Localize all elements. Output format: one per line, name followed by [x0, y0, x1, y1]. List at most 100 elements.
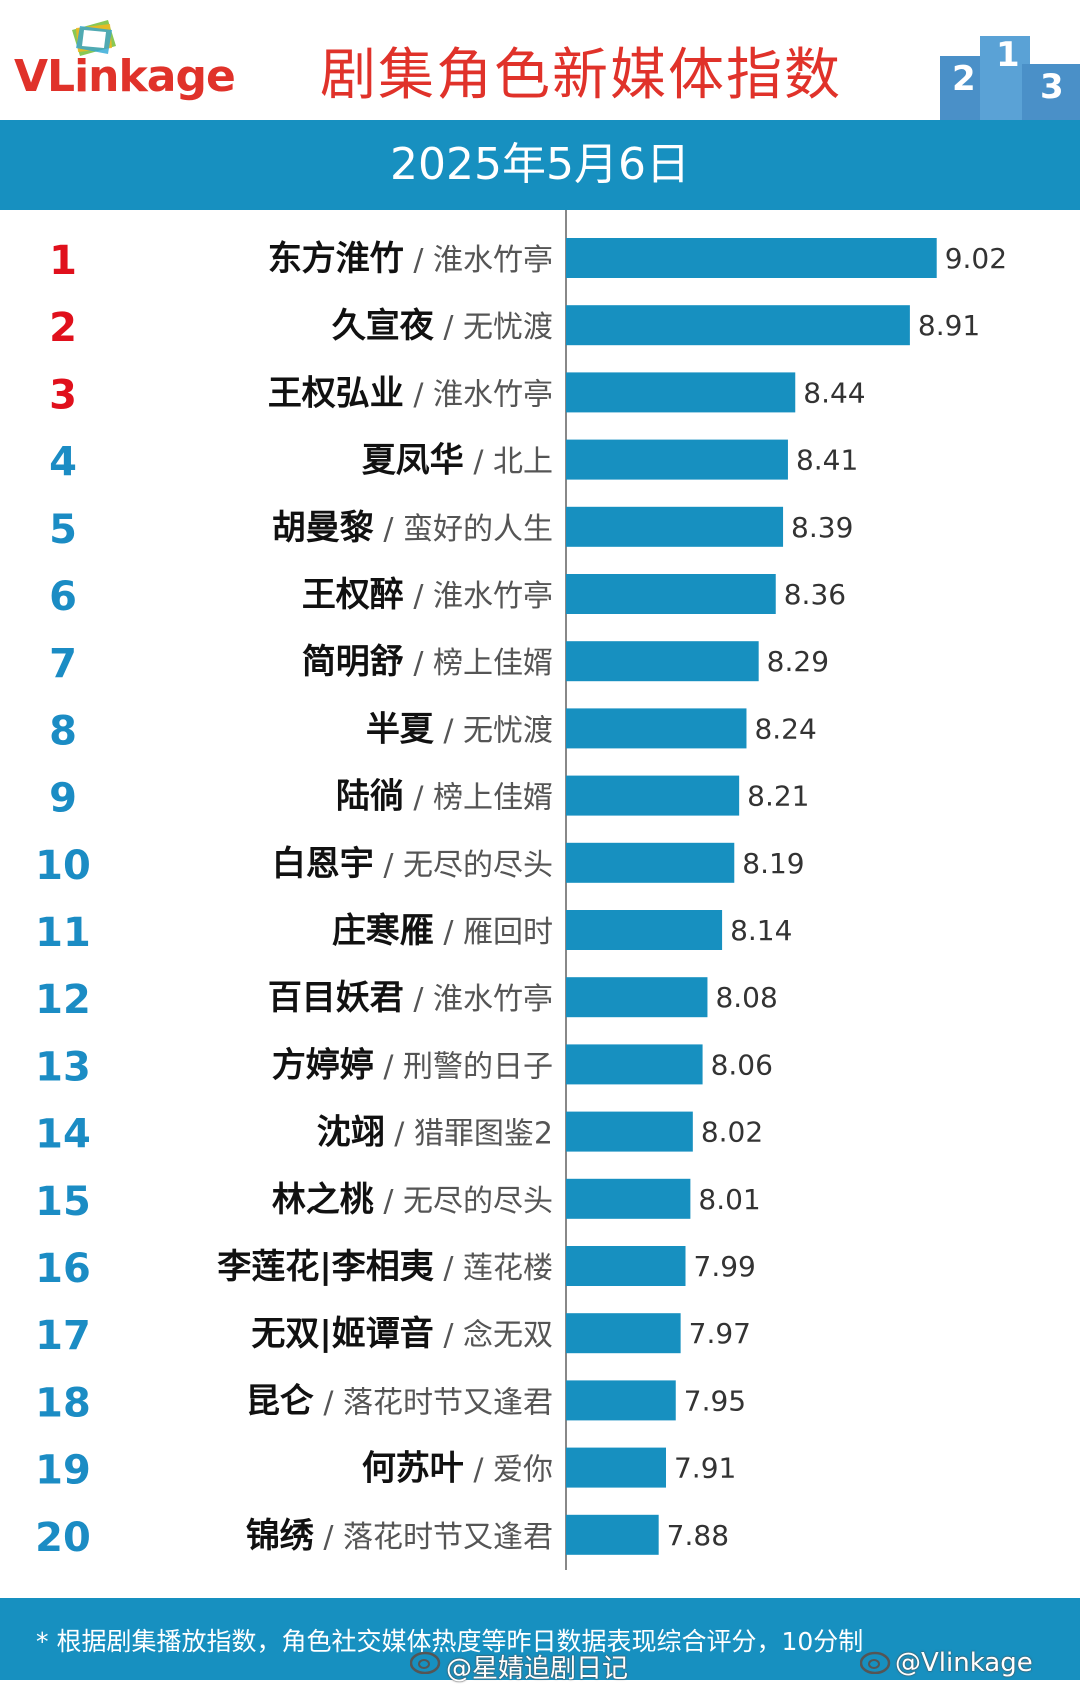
character-name: 无双|姬谭音 — [251, 1314, 433, 1354]
rank-number: 9 — [49, 776, 77, 822]
value-label: 8.41 — [796, 444, 858, 477]
drama-title: / 落花时节又逢君 — [314, 1385, 553, 1420]
row-label: 夏凤华 / 北上 — [362, 441, 553, 481]
character-name: 庄寒雁 — [332, 911, 434, 951]
character-name: 百目妖君 — [268, 978, 404, 1018]
value-label: 8.19 — [742, 847, 804, 880]
rank-number: 13 — [35, 1044, 91, 1090]
character-name: 沈翊 — [317, 1113, 385, 1153]
character-name: 方婷婷 — [272, 1045, 374, 1085]
rank-number: 17 — [35, 1313, 91, 1359]
weibo-icon-right — [860, 1651, 891, 1674]
row-label: 白恩宇 / 无尽的尽头 — [272, 844, 553, 884]
rank-number: 14 — [35, 1112, 91, 1158]
value-label: 7.95 — [684, 1384, 746, 1417]
drama-title: / 刑警的日子 — [374, 1049, 553, 1084]
row-label: 王权弘业 / 淮水竹亭 — [268, 373, 553, 413]
data-bar — [566, 372, 796, 413]
data-bar — [566, 1111, 693, 1152]
character-name: 久宣夜 — [332, 306, 435, 346]
drama-title: / 无忧渡 — [434, 310, 553, 345]
drama-title: / 无尽的尽头 — [374, 1184, 553, 1219]
value-label: 7.88 — [667, 1519, 729, 1552]
data-bar — [566, 238, 937, 278]
row-label: 锦绣 / 落花时节又逢君 — [246, 1516, 553, 1556]
character-name: 胡曼黎 — [272, 508, 374, 548]
rank-number: 8 — [49, 708, 77, 754]
row-label: 何苏叶 / 爱你 — [362, 1449, 553, 1489]
data-bar — [566, 1514, 659, 1555]
drama-title: / 淮水竹亭 — [404, 377, 553, 412]
data-bar — [566, 708, 747, 749]
watermark-right: @Vlinkage — [895, 1648, 1033, 1678]
row-label: 简明舒 / 榜上佳婿 — [302, 642, 553, 682]
value-label: 8.44 — [803, 376, 865, 409]
date-banner: 2025年5月6日 — [0, 120, 1080, 210]
rank-number: 15 — [35, 1179, 91, 1225]
drama-title: / 落花时节又逢君 — [314, 1520, 553, 1555]
logo-mark-icon — [72, 20, 116, 56]
data-bar — [566, 305, 910, 346]
row-label: 胡曼黎 / 蛮好的人生 — [272, 508, 553, 548]
row-label: 半夏 / 无忧渡 — [366, 709, 553, 749]
value-label: 9.02 — [945, 242, 1007, 275]
drama-title: / 猎罪图鉴2 — [385, 1117, 553, 1152]
rank-number: 2 — [49, 305, 77, 351]
data-bar — [566, 641, 759, 682]
svg-text:2: 2 — [952, 59, 976, 99]
rank-number: 11 — [35, 910, 91, 956]
character-name: 王权醉 — [302, 575, 404, 615]
footer-band: * 根据剧集播放指数，角色社交媒体热度等昨日数据表现综合评分，10分制 — [0, 1598, 1080, 1680]
ranking-chart: 1 东方淮竹 / 淮水竹亭 9.02 2 久宣夜 / 无忧渡 8.91 3 王权弘业 / 淮水… — [35, 210, 1007, 1570]
rank-number: 4 — [49, 440, 77, 486]
rank-number: 5 — [49, 507, 77, 553]
value-label: 8.21 — [747, 780, 809, 813]
data-bar — [566, 1313, 681, 1354]
drama-title: / 淮水竹亭 — [404, 982, 553, 1017]
character-name: 夏凤华 — [362, 441, 464, 481]
row-label: 昆仑 / 落花时节又逢君 — [246, 1381, 553, 1421]
character-name: 李莲花|李相夷 — [217, 1247, 433, 1287]
data-bar — [566, 977, 708, 1018]
character-name: 王权弘业 — [268, 373, 404, 413]
date-label: 2025年5月6日 — [390, 139, 690, 190]
character-name: 林之桃 — [272, 1180, 374, 1220]
character-name: 白恩宇 — [272, 844, 374, 884]
drama-title: / 榜上佳婿 — [404, 781, 553, 816]
data-bar — [566, 842, 735, 883]
drama-title: / 淮水竹亭 — [404, 579, 553, 614]
drama-title: / 爱你 — [464, 1453, 553, 1488]
drama-title: / 莲花楼 — [434, 1251, 553, 1286]
watermark-left: @星婧追剧日记 — [446, 1654, 629, 1684]
value-label: 8.29 — [767, 645, 829, 678]
rank-number: 19 — [35, 1448, 91, 1494]
row-label: 久宣夜 / 无忧渡 — [332, 306, 553, 346]
value-label: 7.99 — [694, 1250, 756, 1283]
character-name: 陆徜 — [336, 777, 404, 817]
row-label: 林之桃 / 无尽的尽头 — [272, 1180, 553, 1220]
row-label: 王权醉 / 淮水竹亭 — [302, 575, 553, 615]
row-label: 庄寒雁 / 雁回时 — [332, 911, 553, 951]
character-name: 东方淮竹 — [268, 239, 404, 279]
row-label: 李莲花|李相夷 / 莲花楼 — [217, 1247, 553, 1287]
rank-number: 20 — [35, 1515, 91, 1561]
data-bar — [566, 1447, 666, 1488]
value-label: 8.14 — [730, 914, 792, 947]
value-label: 8.91 — [918, 309, 980, 342]
podium-icon: 2 1 3 — [940, 35, 1080, 120]
character-name: 何苏叶 — [362, 1449, 464, 1489]
value-label: 8.01 — [698, 1183, 760, 1216]
row-label: 陆徜 / 榜上佳婿 — [336, 777, 553, 817]
data-bar — [566, 910, 723, 950]
drama-title: / 北上 — [464, 445, 553, 480]
data-bar — [566, 1044, 703, 1085]
data-bar — [566, 574, 776, 614]
drama-title: / 榜上佳婿 — [404, 646, 553, 681]
drama-title: / 念无双 — [434, 1318, 553, 1353]
value-label: 8.36 — [784, 578, 846, 611]
svg-text:1: 1 — [996, 35, 1020, 75]
data-bar — [566, 439, 788, 480]
data-bar — [566, 506, 784, 547]
row-label: 无双|姬谭音 / 念无双 — [251, 1314, 553, 1354]
data-bar — [566, 775, 740, 816]
